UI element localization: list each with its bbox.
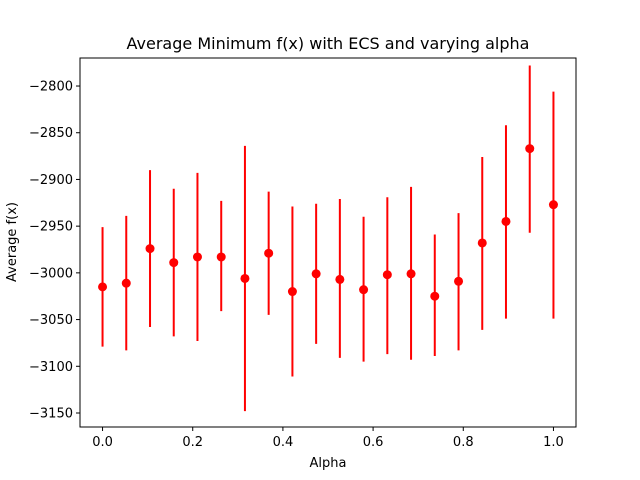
data-point [525, 144, 535, 154]
y-tick-label: −2900 [29, 173, 73, 188]
data-point [311, 269, 321, 279]
x-tick-label: 0.0 [92, 435, 113, 450]
data-point [548, 200, 558, 210]
data-point [335, 274, 345, 284]
y-tick-label: −3100 [29, 360, 73, 375]
data-point [169, 258, 179, 268]
data-point [192, 252, 202, 262]
data-point [216, 252, 226, 262]
x-tick-label: 0.6 [363, 435, 384, 450]
axes-frame [79, 57, 577, 428]
data-point [121, 278, 131, 288]
data-point [501, 216, 511, 226]
data-point [382, 270, 392, 280]
plot-area [98, 65, 558, 412]
y-tick-label: −3050 [29, 313, 73, 328]
x-tick-label: 0.2 [182, 435, 203, 450]
x-axis: 0.0 0.2 0.4 0.6 0.8 1.0 [92, 427, 564, 450]
data-point [359, 285, 369, 295]
y-tick-label: −2850 [29, 126, 73, 141]
y-tick-label: −3150 [29, 406, 73, 421]
y-tick-label: −2800 [29, 80, 73, 95]
y-tick-label: −2950 [29, 220, 73, 235]
x-axis-label: Alpha [310, 456, 347, 471]
chart-title: Average Minimum f(x) with ECS and varyin… [127, 34, 530, 53]
y-tick-label: −3000 [29, 266, 73, 281]
data-point [98, 282, 108, 292]
data-point [454, 276, 464, 286]
x-tick-label: 0.8 [453, 435, 474, 450]
y-axis: −2800 −2850 −2900 −2950 −3000 −3050 −3100 −3150 [29, 80, 80, 421]
data-point [406, 269, 416, 279]
data-point [477, 238, 487, 248]
data-point [430, 291, 440, 301]
x-tick-label: 1.0 [543, 435, 564, 450]
data-point [264, 248, 274, 258]
data-point [145, 244, 155, 254]
data-point [240, 273, 250, 283]
y-axis-label: Average f(x) [5, 202, 20, 282]
data-point [287, 287, 297, 297]
x-tick-label: 0.4 [273, 435, 294, 450]
